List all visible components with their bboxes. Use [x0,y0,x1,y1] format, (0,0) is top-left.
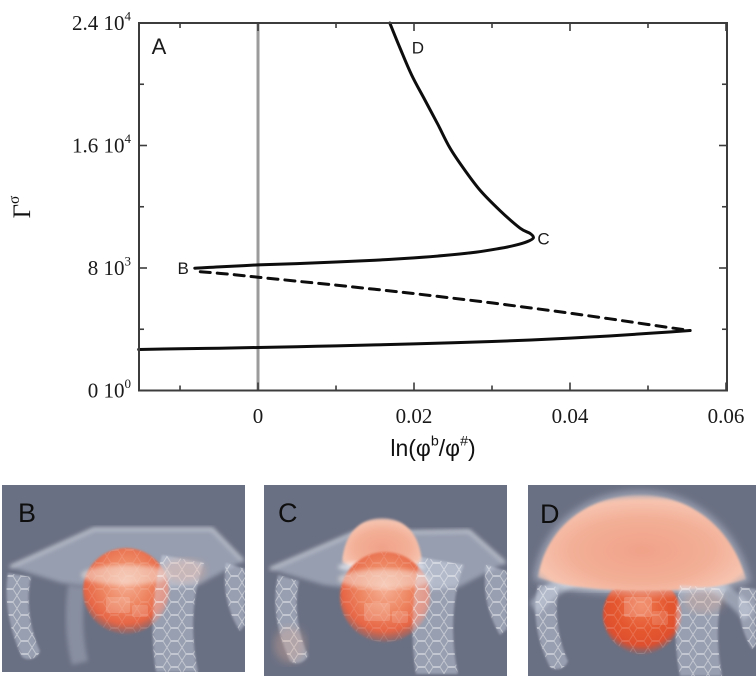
y-tick-label: 1.6 104 [72,131,132,157]
lamellar-curtain-left [535,585,568,670]
voxel-patch [364,603,390,621]
lamellar-curtain-right [412,557,464,674]
lamellar-curtain-far-right [738,587,756,649]
curtain-tint [274,627,306,663]
x-tick-label: 0 [253,404,264,428]
y-tick-label: 2.4 104 [72,9,132,35]
curve-point-label-a: A [152,34,167,59]
render-panel-b: B [2,485,245,672]
curve-point-label-b: B [177,259,188,278]
membrane-front-band [81,565,171,585]
lamellar-curtain-left [274,575,308,664]
voxel-patch [392,611,408,623]
lamellar-curtain-far-right [224,563,245,631]
voxel-patch [132,605,148,617]
x-tick-label: 0.02 [396,404,433,428]
curve-point-label-d: D [412,39,424,58]
isotherm-stable-lower-branch [137,329,692,351]
y-tick-label: 8 103 [88,254,131,280]
x-tick-label: 0.06 [708,404,745,428]
voxel-patch [652,611,668,625]
lamellar-curtain-right [675,585,726,676]
panel-label: D [540,499,560,529]
isotherm-chart: 0 0.02 0.04 0.06 0 100 8 103 1.6 104 2.4 104 ln(… [6,9,745,461]
y-axis-title: Γσ [6,195,36,218]
render-panel-d: D [528,485,756,676]
curve-point-label-c: C [537,229,549,248]
render-panels: B C [2,485,756,676]
y-tick-label: 0 100 [88,376,132,402]
isotherm-unstable-branch [198,270,692,332]
x-axis-title: ln(φb/φ#) [390,434,475,461]
lamellar-curtain [65,585,88,665]
render-panel-c: C [264,485,507,676]
membrane-edge-highlight [9,527,245,569]
curtain-tint [162,559,206,583]
droplet-voxel-texture [603,576,681,654]
lamellar-curtain-far-right [484,565,507,635]
panel-label: C [278,498,298,528]
membrane-front-band [338,569,432,589]
panel-label: B [18,498,36,528]
voxel-patch [106,597,130,613]
x-tick-label: 0.04 [552,404,589,428]
lamellar-curtain-left [6,573,41,660]
isotherm-stable-upper-branch [193,21,535,270]
droplet-dome-large [538,495,746,591]
curtain-tint [684,589,724,613]
voxel-patch [624,597,652,617]
lamellar-curtain-right [152,555,206,672]
